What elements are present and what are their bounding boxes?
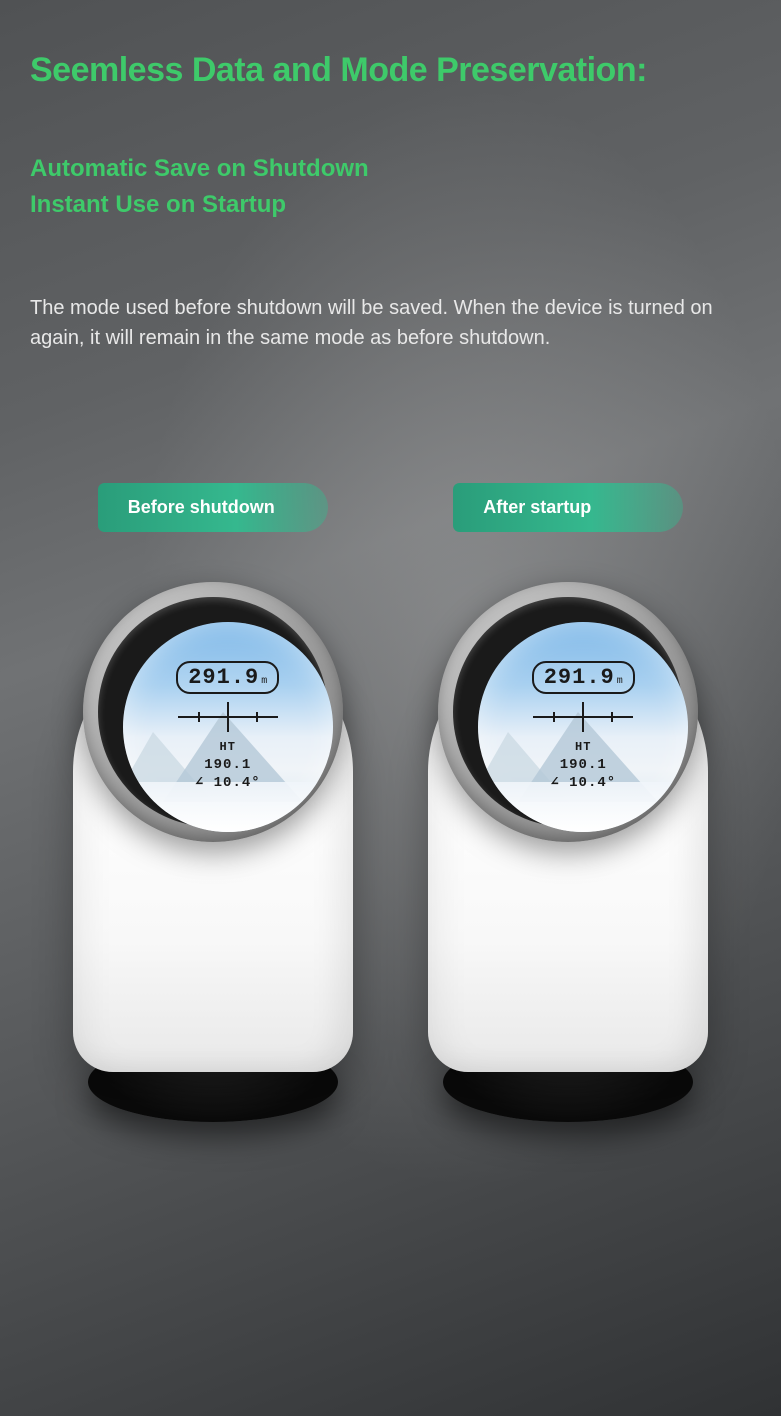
angle-reading: ∠ 10.4° (195, 774, 261, 792)
distance-unit: m (261, 676, 267, 687)
subtitle-block: Automatic Save on Shutdown Instant Use o… (30, 151, 751, 223)
devices-row: Before shutdown (30, 483, 751, 1122)
angle-reading: ∠ 10.4° (550, 774, 616, 792)
label-after-startup: After startup (453, 483, 683, 532)
crosshair-icon (178, 702, 278, 732)
device-illustration: 291.9 m HT (63, 582, 363, 1122)
secondary-reading: 190.1 (550, 756, 616, 774)
crosshair-icon (533, 702, 633, 732)
distance-value: 291.9 (188, 665, 259, 690)
distance-reading: 291.9 m (176, 661, 279, 694)
description-text: The mode used before shutdown will be sa… (30, 293, 751, 353)
mode-label: HT (195, 740, 261, 756)
subtitle-line-2: Instant Use on Startup (30, 187, 751, 223)
secondary-reading: 190.1 (195, 756, 261, 774)
device-illustration: 291.9 m HT (418, 582, 718, 1122)
distance-reading: 291.9 m (532, 661, 635, 694)
main-title: Seemless Data and Mode Preservation: (30, 50, 751, 91)
distance-unit: m (617, 676, 623, 687)
label-before-shutdown: Before shutdown (98, 483, 328, 532)
distance-value: 291.9 (544, 665, 615, 690)
subtitle-line-1: Automatic Save on Shutdown (30, 151, 751, 187)
mode-label: HT (550, 740, 616, 756)
device-after: After startup (418, 483, 718, 1122)
device-before: Before shutdown (63, 483, 363, 1122)
